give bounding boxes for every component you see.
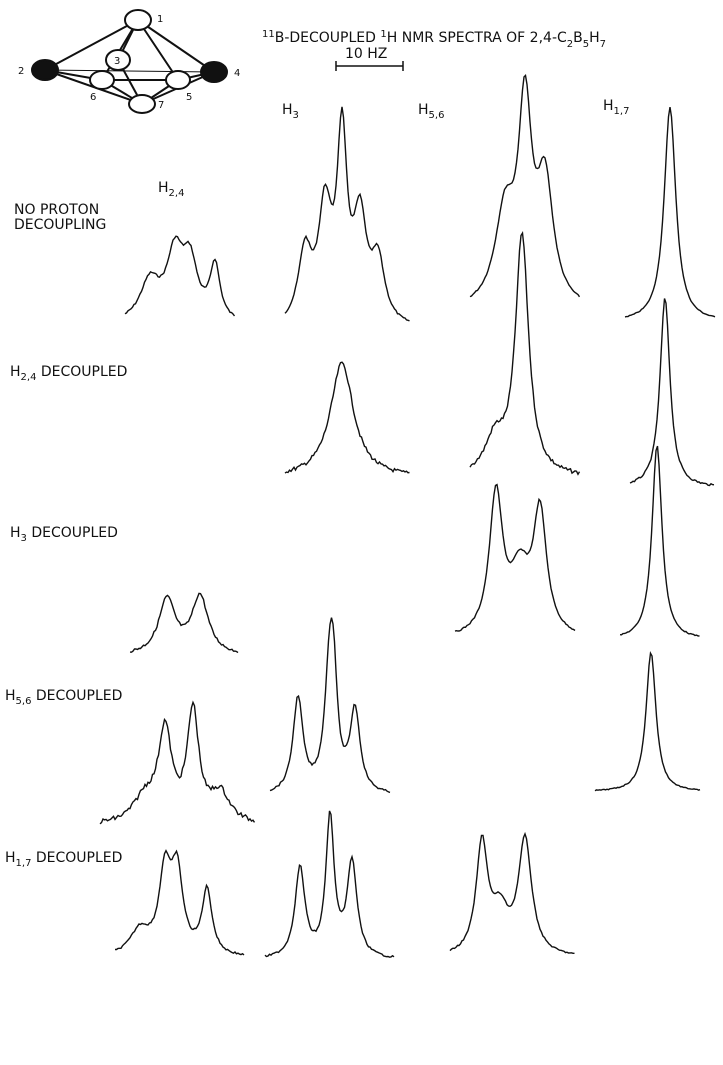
spectrum-trace <box>629 298 715 487</box>
row-label: H1,7 DECOUPLED <box>5 850 122 869</box>
spectrum-trace <box>469 74 581 298</box>
spectrum-trace <box>454 483 576 632</box>
spectrum-trace <box>594 650 701 792</box>
column-header: H2,4 <box>158 180 184 199</box>
scale-label: 10 HZ <box>345 46 387 62</box>
spectrum-trace <box>284 361 410 474</box>
spectrum-trace <box>124 235 236 317</box>
atom-label: 5 <box>186 92 192 103</box>
atom-label: 1 <box>157 14 163 25</box>
atom-label: 3 <box>114 56 120 67</box>
spectrum-trace <box>449 831 575 954</box>
atom-label: 7 <box>158 100 164 111</box>
figure-title: 11B-DECOUPLED 1H NMR SPECTRA OF 2,4-C2B5… <box>262 29 606 50</box>
row-label: H5,6 DECOUPLED <box>5 688 122 707</box>
spectra <box>99 74 716 958</box>
spectrum-trace <box>129 592 239 654</box>
column-header: H1,7 <box>603 98 629 117</box>
spectrum-trace <box>115 849 245 956</box>
row-label: H2,4 DECOUPLED <box>10 364 127 383</box>
molecule <box>31 9 228 114</box>
row-label: NO PROTON <box>14 202 99 218</box>
spectrum-trace <box>99 700 256 825</box>
scale-bar <box>335 61 404 71</box>
column-header: H3 <box>282 102 299 121</box>
spectrum-trace <box>269 617 391 794</box>
spectrum-trace <box>284 106 410 322</box>
column-header: H5,6 <box>418 102 444 121</box>
row-label: DECOUPLING <box>14 217 106 233</box>
spectrum-trace <box>264 810 395 958</box>
spectrum-trace <box>619 445 700 637</box>
atom-label: 2 <box>18 66 24 77</box>
spectrum-trace <box>469 231 581 476</box>
atom-label: 6 <box>90 92 96 103</box>
row-label: H3 DECOUPLED <box>10 525 118 544</box>
atom-label: 4 <box>234 68 240 79</box>
spectrum-trace <box>624 106 716 318</box>
